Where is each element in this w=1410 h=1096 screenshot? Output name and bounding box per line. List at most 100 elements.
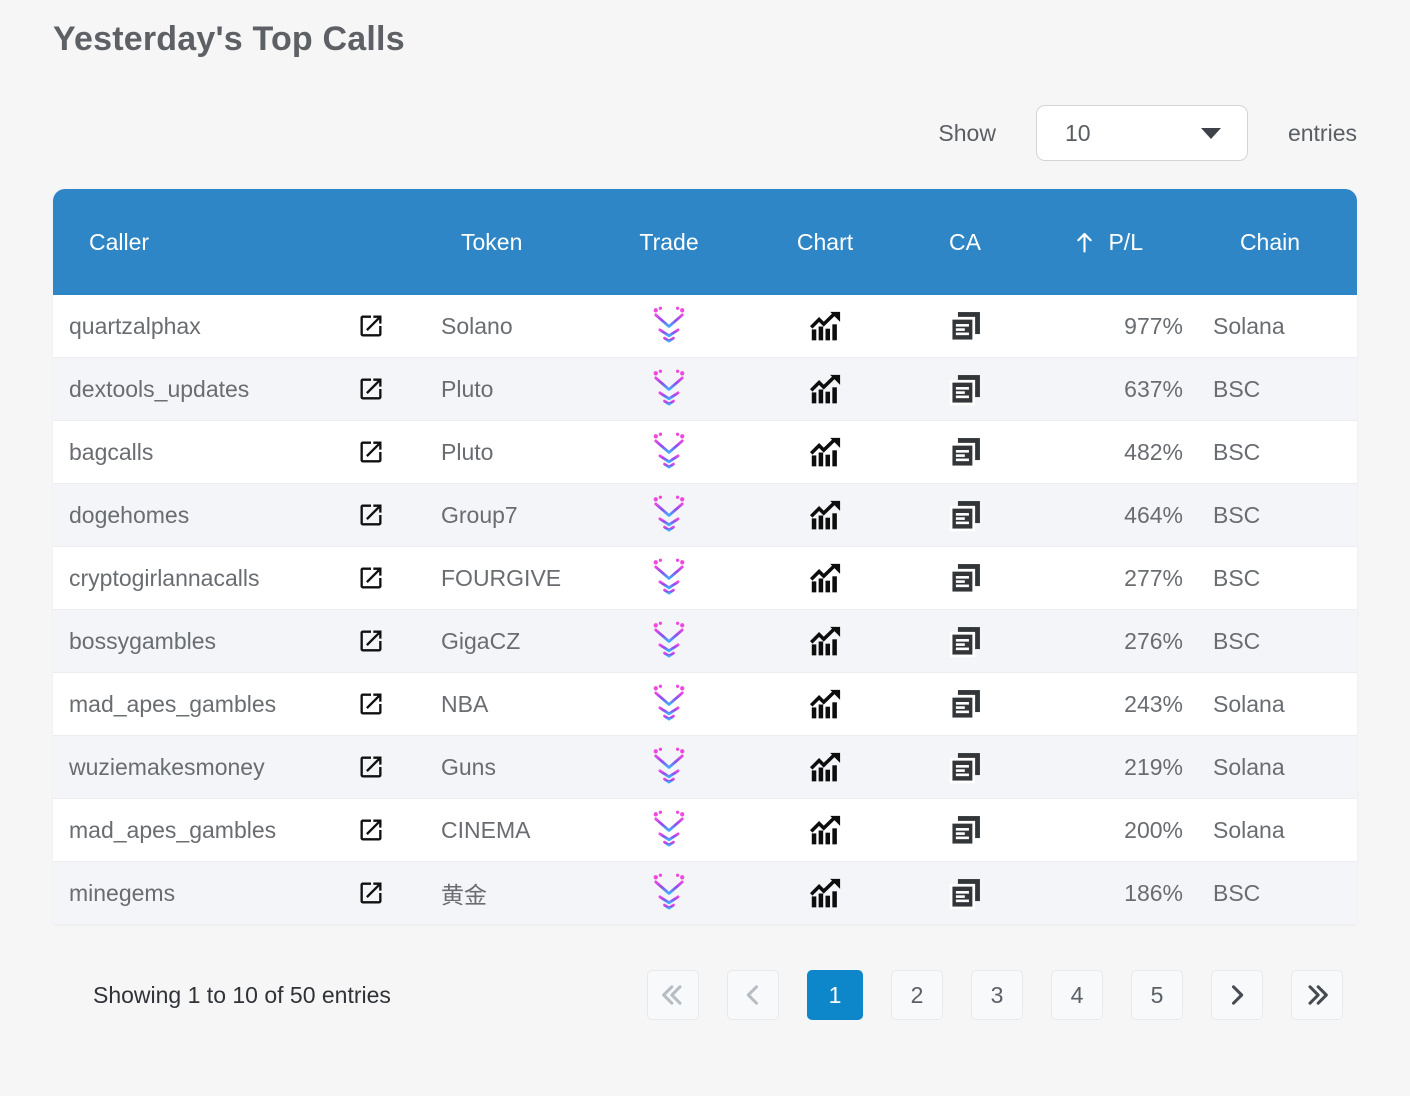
copy-contract-button[interactable] xyxy=(949,625,982,658)
copy-contract-button[interactable] xyxy=(949,814,982,847)
page-size-select[interactable]: 10 xyxy=(1035,105,1248,161)
chain-name: Solana xyxy=(1213,690,1285,717)
ca-cell xyxy=(911,736,1019,798)
view-chart-button[interactable] xyxy=(808,687,843,722)
view-chart-button[interactable] xyxy=(808,309,843,344)
copy-contract-icon xyxy=(949,500,980,531)
token-name: Pluto xyxy=(441,375,494,402)
trade-bot-button[interactable] xyxy=(649,305,689,348)
chart-cell xyxy=(739,736,911,798)
open-caller-link-button[interactable] xyxy=(357,501,385,529)
open-caller-link-button[interactable] xyxy=(357,564,385,592)
pl-value: 186% xyxy=(1124,879,1183,906)
chart-cell xyxy=(739,673,911,735)
ca-header-label: CA xyxy=(949,228,981,255)
trade-bot-button[interactable] xyxy=(649,431,689,474)
open-caller-link-button[interactable] xyxy=(357,753,385,781)
chain-name: Solana xyxy=(1213,753,1285,780)
chart-header-label: Chart xyxy=(796,228,854,255)
copy-contract-button[interactable] xyxy=(949,373,982,406)
caller-cell: mad_apes_gambles xyxy=(53,673,333,735)
caller-cell: cryptogirlannacalls xyxy=(53,547,333,609)
open-caller-link-button[interactable] xyxy=(357,816,385,844)
trade-bot-button[interactable] xyxy=(649,620,689,663)
pl-cell: 219% xyxy=(1019,736,1183,798)
trade-bot-button[interactable] xyxy=(649,494,689,537)
token-cell: NBA xyxy=(409,673,599,735)
copy-contract-icon xyxy=(949,626,980,657)
view-chart-button[interactable] xyxy=(808,624,843,659)
pl-cell: 977% xyxy=(1019,295,1183,357)
open-caller-link-button[interactable] xyxy=(357,375,385,403)
trade-bot-button[interactable] xyxy=(649,368,689,411)
trending-up-chart-icon xyxy=(809,626,840,655)
trade-header-label: Trade xyxy=(639,228,699,255)
trade-bot-button[interactable] xyxy=(649,683,689,726)
view-chart-button[interactable] xyxy=(808,435,843,470)
chain-cell: Solana xyxy=(1183,295,1357,357)
token-name: FOURGIVE xyxy=(441,564,562,591)
copy-contract-button[interactable] xyxy=(949,877,982,910)
page-2-button[interactable]: 2 xyxy=(891,970,943,1020)
caller-cell: bossygambles xyxy=(53,610,333,672)
caller-cell: dextools_updates xyxy=(53,358,333,420)
pl-cell: 186% xyxy=(1019,862,1183,924)
copy-contract-button[interactable] xyxy=(949,499,982,532)
view-chart-button[interactable] xyxy=(808,498,843,533)
copy-contract-button[interactable] xyxy=(949,751,982,784)
chain-name: BSC xyxy=(1213,879,1261,906)
chain-cell: BSC xyxy=(1183,862,1357,924)
copy-contract-icon xyxy=(949,752,980,783)
column-header-ca[interactable]: CA xyxy=(911,189,1019,295)
caller-link-cell xyxy=(333,736,409,798)
trending-up-chart-icon xyxy=(809,437,840,466)
first-page-button[interactable] xyxy=(647,970,699,1020)
copy-contract-button[interactable] xyxy=(949,310,982,343)
copy-contract-icon xyxy=(949,815,980,846)
page-4-button[interactable]: 4 xyxy=(1051,970,1103,1020)
next-page-button[interactable] xyxy=(1211,970,1263,1020)
caller-link-cell xyxy=(333,484,409,546)
open-caller-link-button[interactable] xyxy=(357,690,385,718)
trade-bot-button[interactable] xyxy=(649,809,689,852)
column-header-chain[interactable]: Chain xyxy=(1183,189,1357,295)
page-3-button[interactable]: 3 xyxy=(971,970,1023,1020)
page-1-button[interactable]: 1 xyxy=(807,970,863,1020)
open-in-new-icon xyxy=(360,882,382,904)
column-header-chart[interactable]: Chart xyxy=(739,189,911,295)
open-caller-link-button[interactable] xyxy=(357,438,385,466)
maestro-bot-icon xyxy=(650,747,688,783)
view-chart-button[interactable] xyxy=(808,561,843,596)
view-chart-button[interactable] xyxy=(808,750,843,785)
view-chart-button[interactable] xyxy=(808,372,843,407)
view-chart-button[interactable] xyxy=(808,813,843,848)
open-caller-link-button[interactable] xyxy=(357,879,385,907)
trade-bot-button[interactable] xyxy=(649,557,689,600)
trade-bot-button[interactable] xyxy=(649,872,689,915)
column-header-token[interactable]: Token xyxy=(409,189,599,295)
last-page-button[interactable] xyxy=(1291,970,1343,1020)
copy-contract-button[interactable] xyxy=(949,436,982,469)
pl-cell: 276% xyxy=(1019,610,1183,672)
copy-contract-button[interactable] xyxy=(949,688,982,721)
page-5-button[interactable]: 5 xyxy=(1131,970,1183,1020)
column-header-pl[interactable]: P/L xyxy=(1019,189,1183,295)
entries-label: entries xyxy=(1287,119,1357,146)
token-cell: Pluto xyxy=(409,421,599,483)
view-chart-button[interactable] xyxy=(808,876,843,911)
column-header-trade[interactable]: Trade xyxy=(599,189,739,295)
open-caller-link-button[interactable] xyxy=(357,312,385,340)
copy-contract-icon xyxy=(949,374,980,405)
previous-page-button[interactable] xyxy=(727,970,779,1020)
open-in-new-icon xyxy=(360,567,382,589)
trade-cell xyxy=(599,610,739,672)
open-caller-link-button[interactable] xyxy=(357,627,385,655)
column-header-caller[interactable]: Caller xyxy=(53,189,333,295)
pl-cell: 200% xyxy=(1019,799,1183,861)
copy-contract-button[interactable] xyxy=(949,562,982,595)
trade-cell xyxy=(599,295,739,357)
trade-bot-button[interactable] xyxy=(649,746,689,789)
page-size-value: 10 xyxy=(1064,119,1091,146)
token-cell: Group7 xyxy=(409,484,599,546)
